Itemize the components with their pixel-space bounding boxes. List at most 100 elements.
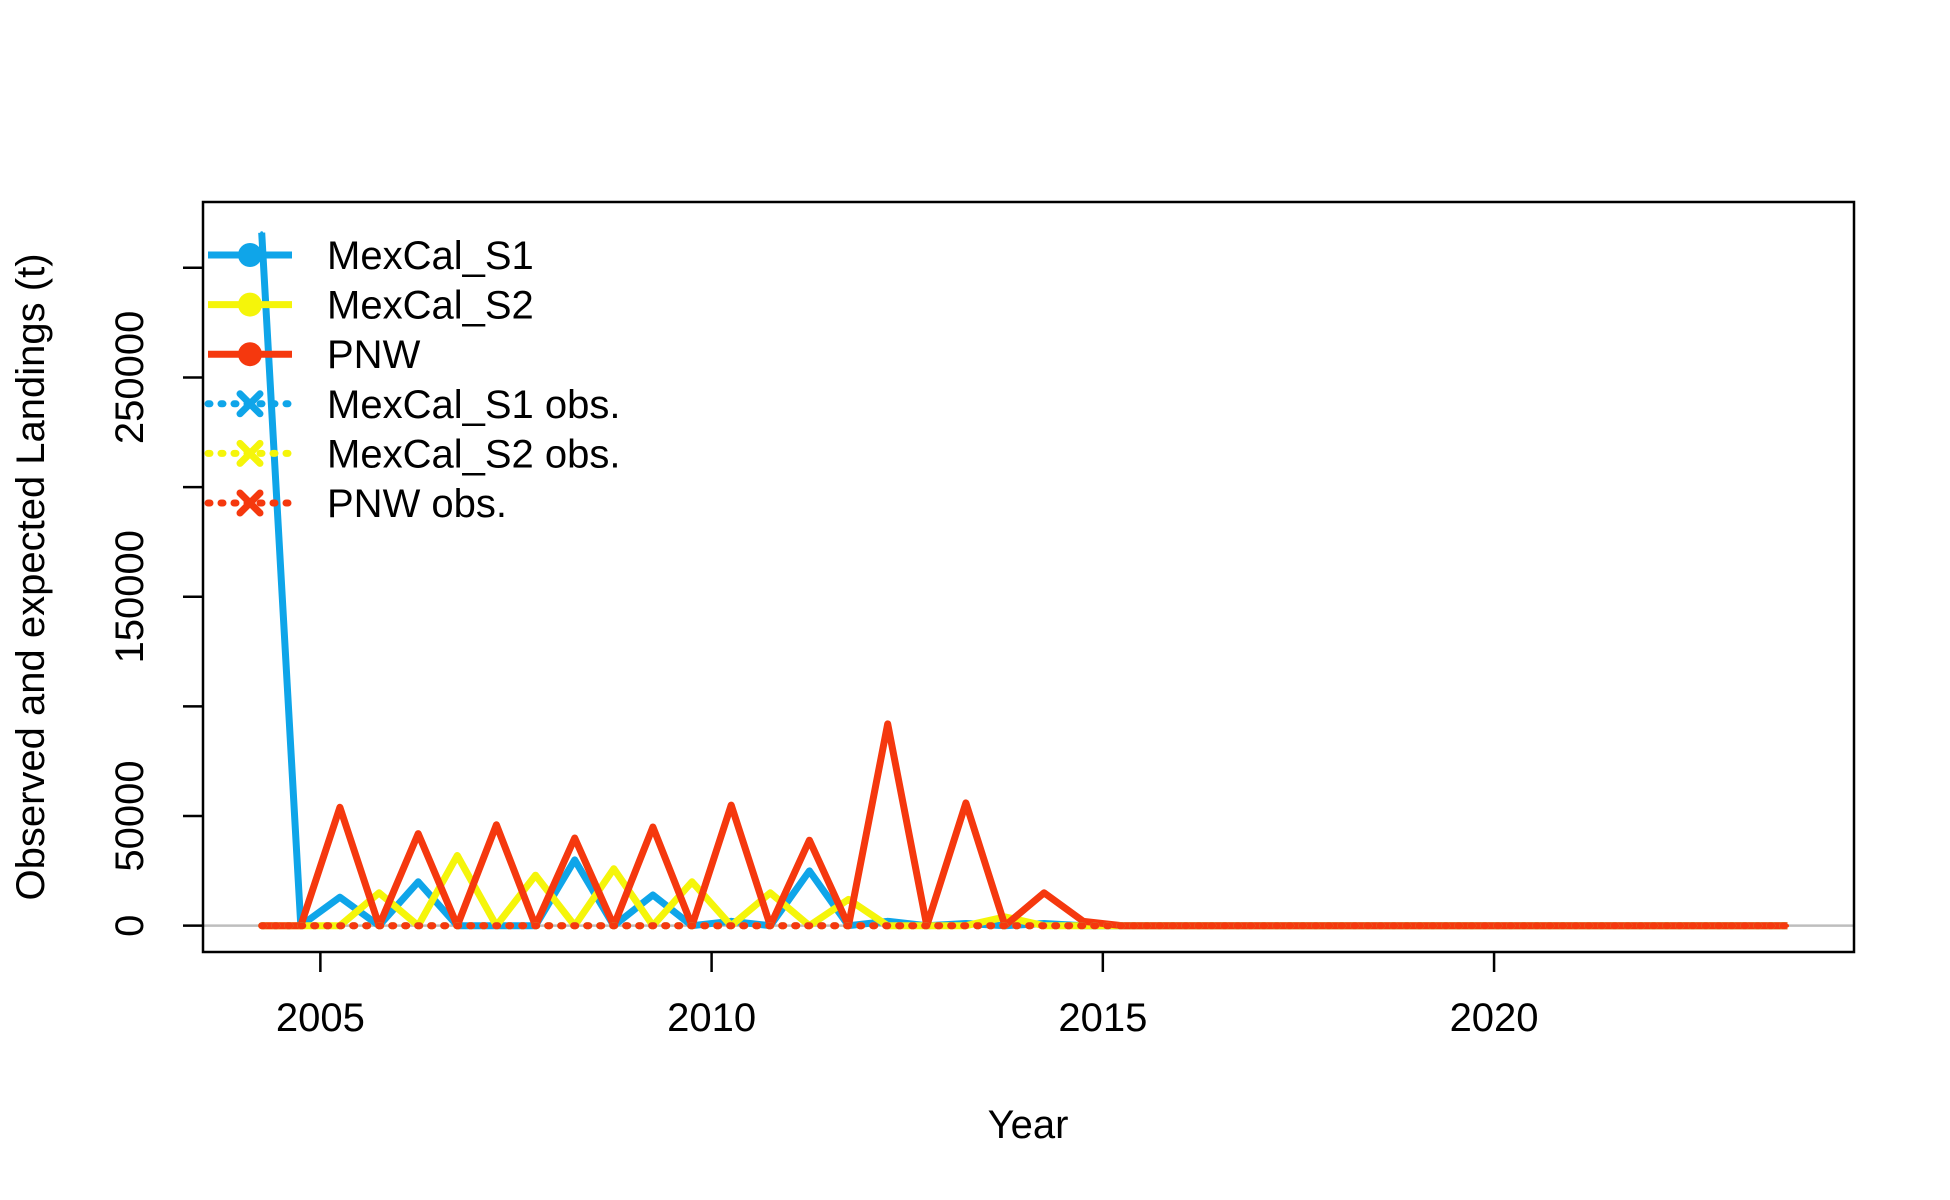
y-tick-label: 50000 xyxy=(108,760,152,871)
legend-x-marker xyxy=(236,489,264,517)
data-point xyxy=(534,924,537,928)
data-point xyxy=(494,823,498,827)
data-point xyxy=(651,924,655,928)
data-point xyxy=(1551,924,1555,928)
data-point xyxy=(416,880,420,884)
data-point xyxy=(299,924,303,928)
legend-item: MexCal_S2 xyxy=(208,284,534,328)
legend-item: PNW obs. xyxy=(204,482,507,526)
legend-label: MexCal_S2 obs. xyxy=(327,432,620,476)
x-tick-label: 2010 xyxy=(667,996,756,1040)
data-point xyxy=(690,880,694,884)
data-point xyxy=(1433,924,1437,928)
data-point xyxy=(768,924,772,928)
data-point xyxy=(1355,924,1359,928)
x-axis-label: Year xyxy=(988,1103,1069,1147)
data-point xyxy=(729,924,733,928)
data-point xyxy=(886,722,890,726)
legend-label: MexCal_S1 obs. xyxy=(327,383,620,427)
data-point xyxy=(729,803,733,807)
data-point xyxy=(612,924,616,928)
series-layer xyxy=(258,231,1791,930)
data-point xyxy=(847,924,850,928)
x-tick-label: 2005 xyxy=(276,996,365,1040)
data-point xyxy=(534,873,537,877)
legend-label: MexCal_S1 xyxy=(327,234,534,278)
data-point xyxy=(494,924,498,928)
legend-label: PNW obs. xyxy=(327,482,507,526)
data-point xyxy=(260,924,264,928)
data-point xyxy=(416,832,420,836)
x-axis: 2005 2010 2015 2020 xyxy=(276,952,1539,1040)
data-point xyxy=(1277,924,1281,928)
legend-x-marker xyxy=(236,439,264,467)
data-point xyxy=(1316,924,1320,928)
data-point xyxy=(1668,924,1672,928)
data-point xyxy=(651,825,655,829)
y-axis-label: Observed and expected Landings (t) xyxy=(9,253,53,900)
data-point xyxy=(651,893,655,897)
data-point xyxy=(1160,924,1163,928)
legend-item: MexCal_S1 obs. xyxy=(204,383,620,427)
data-point xyxy=(260,231,264,235)
x-tick-label: 2020 xyxy=(1450,996,1539,1040)
data-point xyxy=(377,891,381,895)
legend-dot-marker xyxy=(238,243,262,267)
data-point xyxy=(1042,924,1046,928)
legend-label: MexCal_S2 xyxy=(327,284,534,328)
y-tick-label: 250000 xyxy=(108,311,152,444)
x-tick-label: 2015 xyxy=(1058,996,1147,1040)
legend-item: MexCal_S1 xyxy=(208,234,534,278)
data-point xyxy=(1199,924,1203,928)
data-point xyxy=(1746,924,1750,928)
y-axis: 0 50000 150000 250000 xyxy=(108,266,203,937)
data-point xyxy=(1238,924,1242,928)
data-point xyxy=(1590,924,1594,928)
data-point xyxy=(964,924,968,928)
data-point xyxy=(338,895,342,899)
data-point xyxy=(377,924,381,928)
data-point xyxy=(1394,924,1398,928)
data-point xyxy=(964,801,968,805)
legend-dot-marker xyxy=(238,342,262,367)
legend-item: PNW xyxy=(208,333,421,377)
data-point xyxy=(338,924,342,928)
y-tick-label: 0 xyxy=(108,915,152,937)
data-point xyxy=(416,924,420,928)
legend-x-marker xyxy=(236,390,264,418)
data-point xyxy=(1042,891,1046,895)
data-point xyxy=(1081,919,1085,923)
data-point xyxy=(1629,924,1633,928)
data-point xyxy=(847,897,850,901)
data-point xyxy=(338,805,342,809)
data-point xyxy=(807,838,811,842)
data-point xyxy=(573,924,577,928)
data-point xyxy=(1003,924,1007,928)
series-5 xyxy=(258,922,1791,930)
plot-frame xyxy=(201,200,1856,954)
legend-item: MexCal_S2 obs. xyxy=(204,432,620,476)
data-point xyxy=(925,924,929,928)
data-point xyxy=(1081,924,1085,928)
data-point xyxy=(455,924,459,928)
data-point xyxy=(768,891,772,895)
legend: MexCal_S1 MexCal_S2 PNW MexCal_S1 obs. MexCa… xyxy=(204,234,620,526)
data-point xyxy=(455,854,459,857)
y-tick-label: 150000 xyxy=(108,530,152,663)
data-point xyxy=(1786,924,1789,928)
data-point xyxy=(807,924,811,928)
legend-label: PNW xyxy=(327,333,421,377)
data-point xyxy=(1707,924,1711,928)
legend-dot-marker xyxy=(238,292,262,317)
data-point xyxy=(573,858,577,862)
data-point xyxy=(573,836,577,840)
data-point xyxy=(807,869,811,873)
data-point xyxy=(1512,924,1516,928)
data-point xyxy=(612,867,616,871)
data-point xyxy=(886,924,890,928)
data-point xyxy=(1120,924,1124,928)
data-point xyxy=(1473,924,1476,928)
data-point xyxy=(690,924,694,928)
